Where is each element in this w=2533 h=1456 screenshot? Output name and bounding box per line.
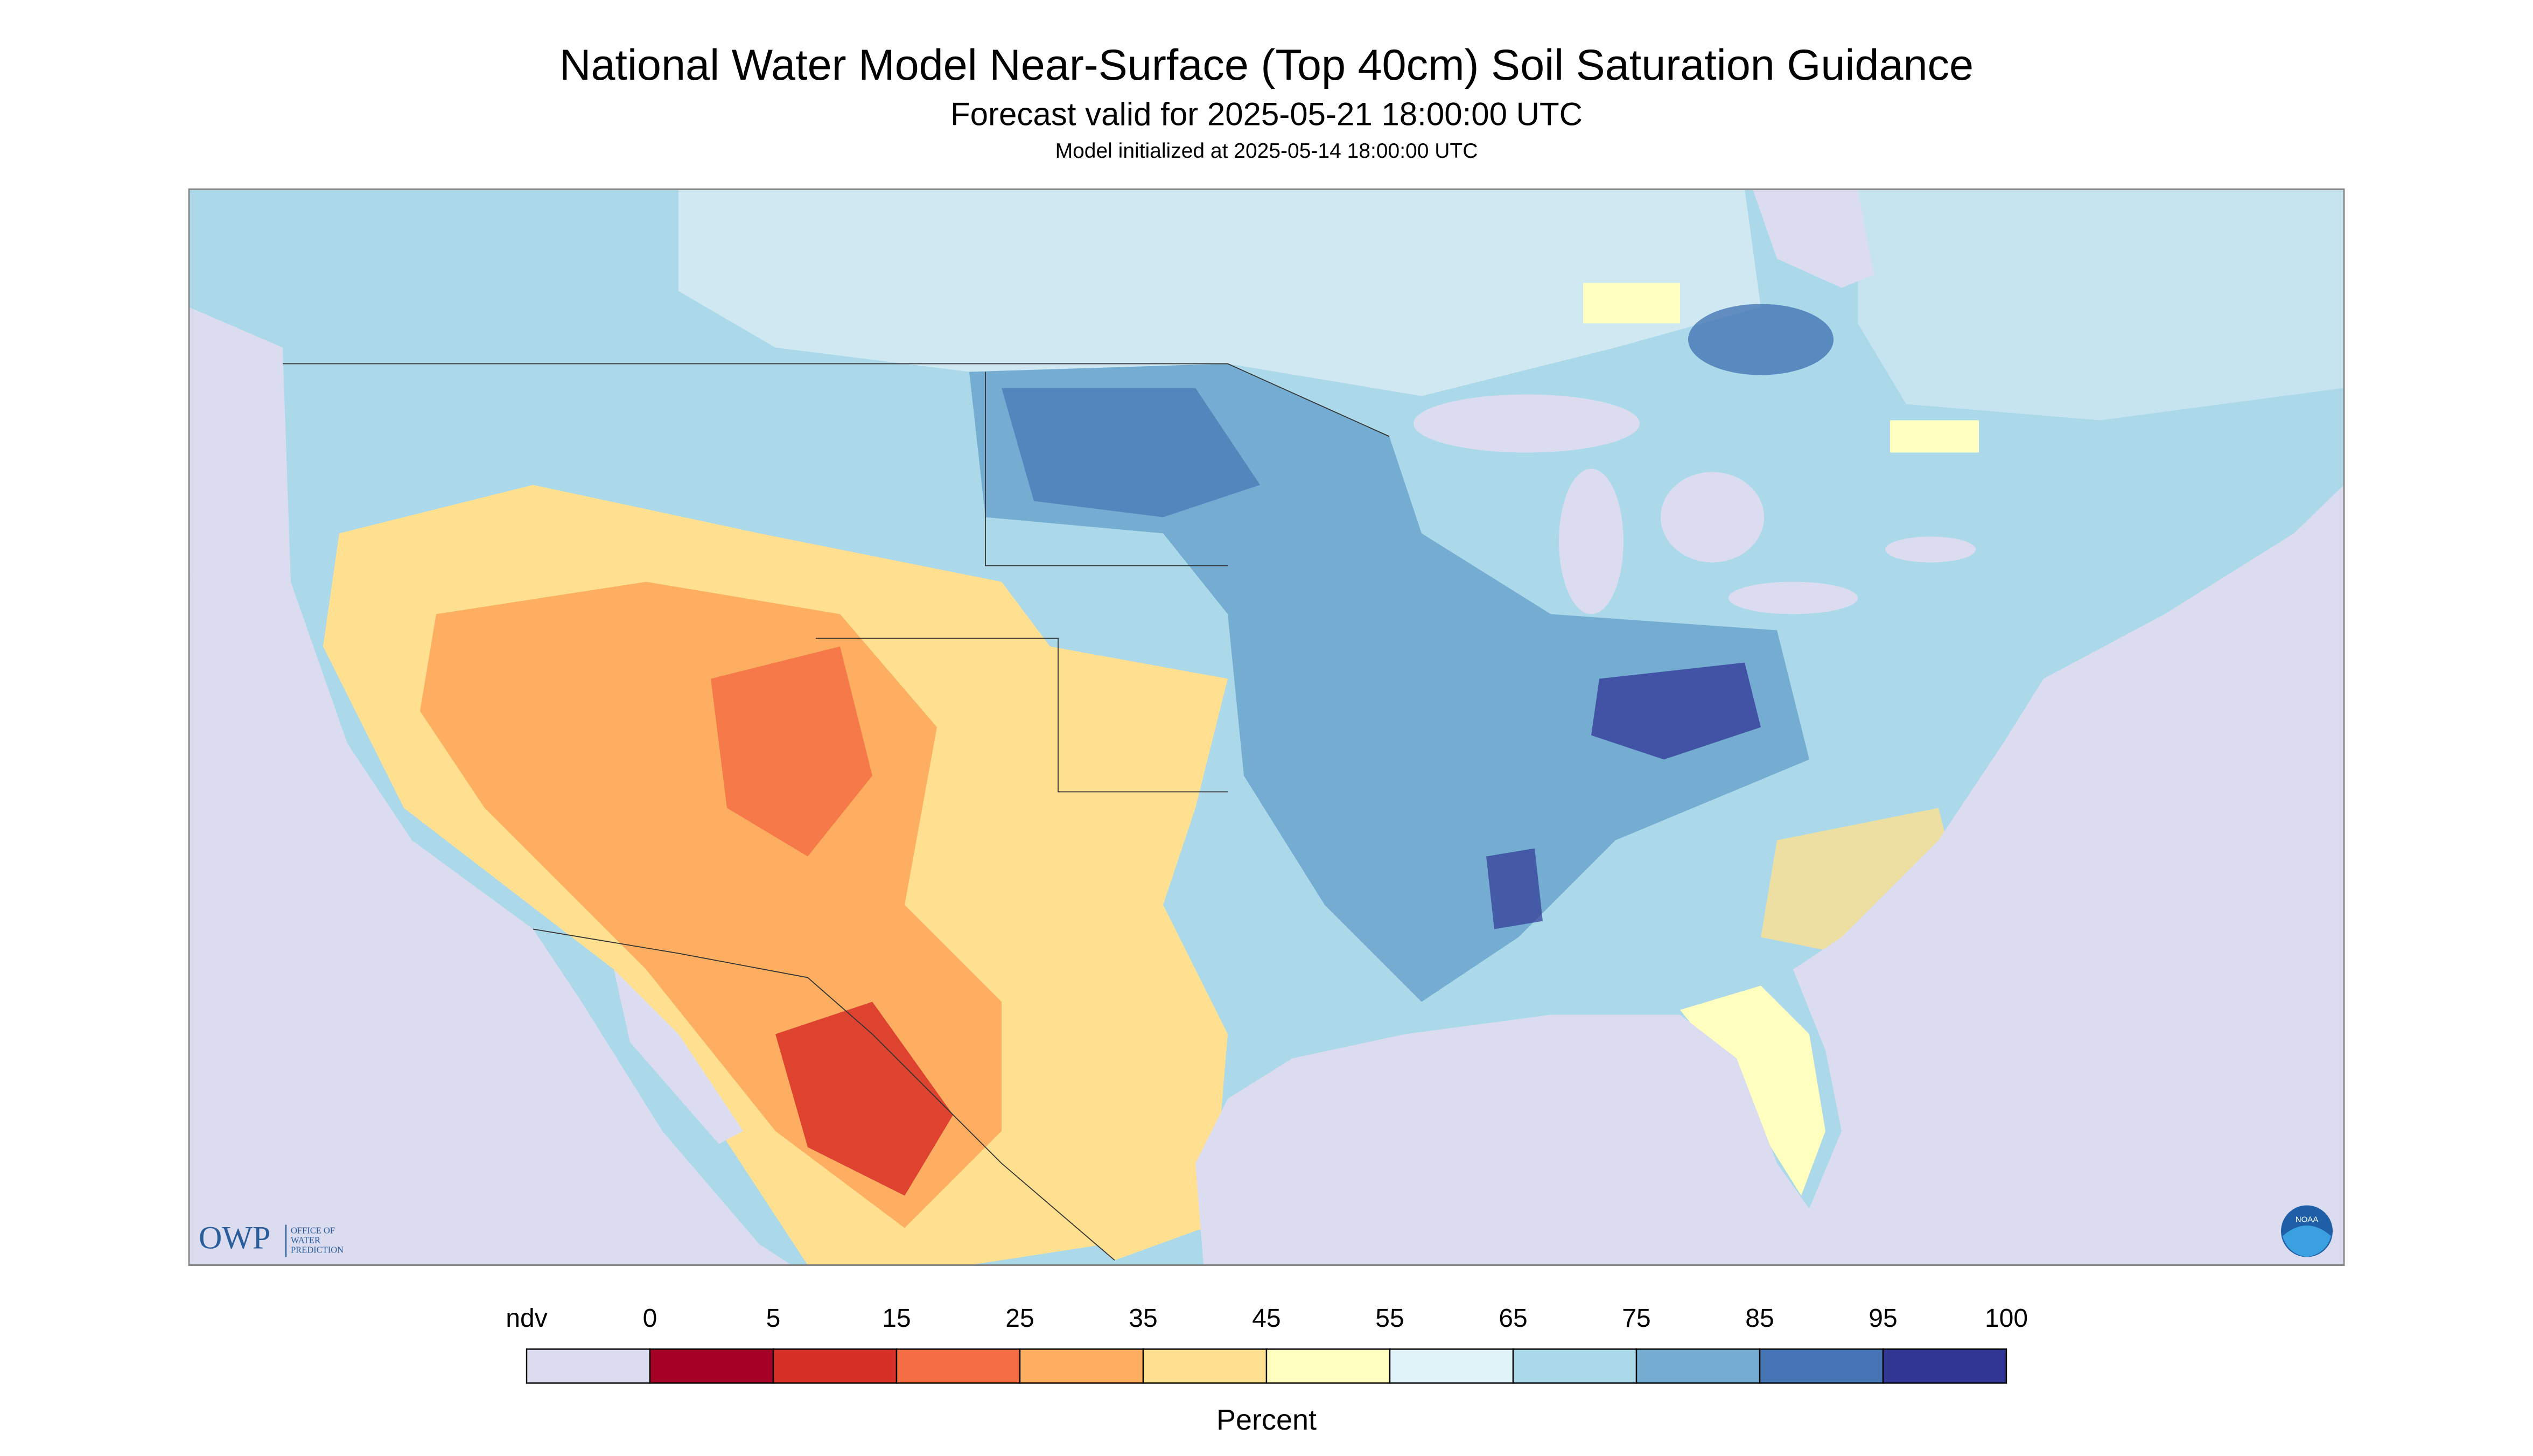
owp-logo: OWP OFFICE OF WATER PREDICTION <box>199 1220 344 1257</box>
gulf-of-california <box>614 969 743 1144</box>
colorbar-tick-label: 55 <box>1375 1304 1404 1333</box>
colorbar-tick-label: 45 <box>1252 1304 1281 1333</box>
colorbar-tick-label: 75 <box>1622 1304 1650 1333</box>
colorbar-tick-label: 95 <box>1869 1304 1897 1333</box>
colorbar-tick-label: 15 <box>882 1304 911 1333</box>
lake-michigan <box>1559 468 1624 614</box>
dry-region <box>1002 969 1228 1261</box>
colorbar-tick-label: 35 <box>1129 1304 1157 1333</box>
noaa-text: NOAA <box>2296 1215 2319 1224</box>
colorbar: Percent ndv 0 5 15 25 35 45 55 65 75 85 95 100 <box>506 1304 2028 1436</box>
colorbar-segment <box>1759 1348 1884 1384</box>
colorbar-segment <box>649 1348 774 1384</box>
map-frame <box>188 188 2345 1266</box>
hudson-bay <box>1753 189 1874 288</box>
colorbar-segment <box>526 1348 651 1384</box>
map <box>188 188 2345 1266</box>
colorbar-tick-label: 85 <box>1745 1304 1774 1333</box>
dry-patch <box>1583 283 1680 324</box>
colorbar-segment <box>1142 1348 1268 1384</box>
owp-logo-text: OWP <box>199 1220 270 1255</box>
wet-region <box>969 363 1809 1002</box>
lake-ontario <box>1885 536 1976 563</box>
subtitle: Forecast valid for 2025-05-21 18:00:00 U… <box>950 96 1583 132</box>
colorbar-label: Percent <box>1216 1404 1317 1436</box>
lake-huron <box>1661 472 1764 563</box>
borders <box>283 363 1390 1261</box>
wet-patch <box>1591 662 1761 760</box>
wet-patch <box>1002 388 1260 517</box>
owp-logo-sub: WATER <box>291 1235 320 1245</box>
gulf-and-atlantic <box>1195 485 2344 1265</box>
colorbar-segment <box>1389 1348 1514 1384</box>
pacific-ocean <box>189 307 792 1265</box>
border-line <box>985 372 1228 566</box>
dry-patch <box>711 646 872 857</box>
colorbar-tick-label: 100 <box>1985 1304 2028 1333</box>
colorbar-segment <box>1265 1348 1391 1384</box>
owp-logo-sub: OFFICE OF <box>291 1225 335 1235</box>
border-line <box>283 363 1390 437</box>
dry-region <box>1680 985 1825 1196</box>
title: National Water Model Near-Surface (Top 4… <box>559 41 1974 89</box>
colorbar-segment <box>1512 1348 1638 1384</box>
owp-logo-sub: PREDICTION <box>291 1244 344 1255</box>
colorbar-segment <box>1635 1348 1761 1384</box>
dry-patch <box>1761 808 1955 954</box>
dry-patch <box>1890 420 1979 453</box>
colorbar-segment <box>1019 1348 1144 1384</box>
init-time: Model initialized at 2025-05-14 18:00:00… <box>1055 139 1478 163</box>
colorbar-tick-label: 5 <box>766 1304 781 1333</box>
lake-superior <box>1414 394 1640 453</box>
colorbar-tick-label: 25 <box>1005 1304 1034 1333</box>
colorbar-tick-label: ndv <box>506 1304 547 1333</box>
wet-patch <box>1486 848 1543 929</box>
noaa-wave <box>2283 1226 2331 1257</box>
canada-region <box>678 189 1761 396</box>
dry-patch <box>775 1002 953 1196</box>
colorbar-segment <box>895 1348 1021 1384</box>
colorbar-tick-label: 0 <box>643 1304 657 1333</box>
canada-region <box>1858 189 2344 421</box>
wet-patch <box>1688 304 1834 375</box>
noaa-logo: NOAA <box>2281 1205 2333 1257</box>
colorbar-segment <box>772 1348 898 1384</box>
border-line <box>533 928 1115 1261</box>
colorbar-tick-label: 65 <box>1499 1304 1527 1333</box>
border-line <box>816 638 1228 793</box>
lake-erie <box>1729 582 1858 614</box>
colorbar-segment <box>1882 1348 2007 1384</box>
